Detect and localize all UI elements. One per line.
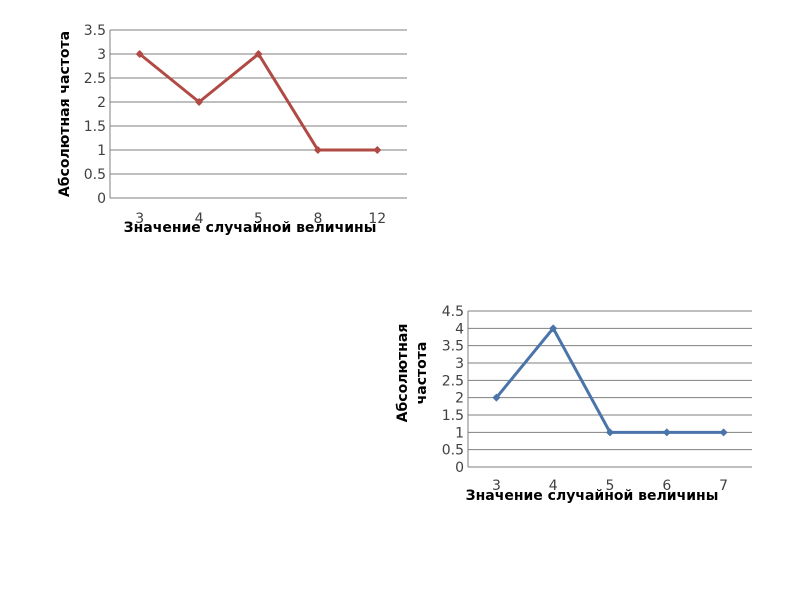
y-tick-label: 2 [455, 391, 464, 407]
y-tick-label: 1.5 [442, 408, 464, 424]
chart-2-x-ticks: 3 4 5 6 7 [492, 478, 728, 494]
data-point [719, 428, 728, 437]
chart-2-points [492, 324, 728, 437]
data-point [606, 428, 614, 437]
chart-2-y-axis-label-line-1: Абсолютная [395, 324, 411, 423]
chart-1: 0 0.5 1 1.5 2 2.5 3 3.5 3 4 5 8 12 Значение случайн… [57, 23, 407, 236]
y-tick-label: 2.5 [84, 71, 106, 87]
y-tick-label: 3 [97, 47, 106, 63]
chart-1-gridlines [109, 29, 407, 199]
data-point [373, 146, 382, 154]
y-tick-label: 0.5 [442, 443, 464, 459]
chart-1-y-ticks: 0 0.5 1 1.5 2 2.5 3 3.5 [84, 23, 106, 207]
y-tick-label: 4 [455, 321, 464, 337]
data-point [135, 50, 144, 58]
data-point [549, 324, 558, 333]
x-tick-label: 3 [492, 478, 501, 494]
y-tick-label: 2.5 [442, 373, 464, 389]
x-tick-label: 5 [606, 478, 615, 494]
chart-1-y-axis-label: Абсолютная частота [57, 31, 73, 197]
data-point [313, 146, 322, 154]
chart-2-y-axis-label-line-2: частота [414, 342, 430, 405]
chart-2-y-ticks: 00.5 11.52 2.533.5 44.5 [442, 304, 464, 476]
x-tick-label: 7 [719, 478, 728, 494]
y-tick-label: 1 [455, 425, 464, 441]
y-tick-label: 3.5 [442, 339, 464, 355]
x-tick-label: 5 [254, 211, 263, 227]
y-tick-label: 0 [455, 460, 464, 476]
y-tick-label: 3.5 [84, 23, 106, 39]
data-point [662, 428, 671, 437]
chart-2-gridlines [467, 310, 752, 468]
y-tick-label: 0 [97, 191, 106, 207]
x-tick-label: 8 [313, 211, 322, 227]
chart-1-x-ticks: 3 4 5 8 12 [135, 211, 386, 227]
chart-1-x-axis-label: Значение случайной величины [124, 220, 377, 236]
data-point [492, 393, 501, 402]
x-tick-label: 4 [549, 478, 558, 494]
y-tick-label: 2 [97, 95, 106, 111]
x-tick-label: 6 [662, 478, 671, 494]
chart-1-points [135, 50, 382, 154]
chart-2-x-axis-label: Значение случайной величины [466, 488, 719, 504]
y-tick-label: 4.5 [442, 304, 464, 320]
y-tick-label: 1.5 [84, 119, 106, 135]
x-tick-label: 12 [368, 211, 386, 227]
y-tick-label: 0.5 [84, 167, 106, 183]
x-tick-label: 4 [195, 211, 204, 227]
data-point [195, 98, 204, 106]
y-tick-label: 1 [97, 143, 106, 159]
data-point [254, 50, 263, 58]
x-tick-label: 3 [135, 211, 144, 227]
y-tick-label: 3 [455, 356, 464, 372]
